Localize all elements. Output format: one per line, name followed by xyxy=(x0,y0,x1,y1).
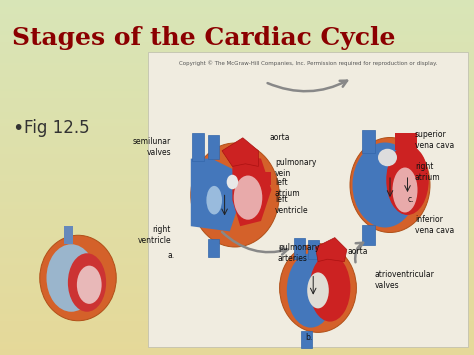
Text: pulmonary
vein: pulmonary vein xyxy=(275,158,316,178)
Ellipse shape xyxy=(280,244,356,332)
Text: a.: a. xyxy=(168,251,175,260)
Polygon shape xyxy=(222,138,258,166)
Text: aorta: aorta xyxy=(348,247,368,257)
Ellipse shape xyxy=(386,145,429,215)
Bar xyxy=(64,226,73,244)
Ellipse shape xyxy=(350,137,430,233)
Ellipse shape xyxy=(287,253,335,328)
Ellipse shape xyxy=(206,186,222,214)
Bar xyxy=(309,240,319,259)
Text: b.: b. xyxy=(305,333,312,343)
Text: aorta: aorta xyxy=(270,133,291,142)
Bar xyxy=(301,331,312,348)
Polygon shape xyxy=(316,237,347,262)
Bar xyxy=(192,133,204,161)
Ellipse shape xyxy=(234,175,262,220)
Ellipse shape xyxy=(392,168,418,213)
Bar xyxy=(294,237,305,259)
Ellipse shape xyxy=(46,244,96,312)
Ellipse shape xyxy=(77,266,101,304)
Text: pulmonary
arteries: pulmonary arteries xyxy=(278,243,319,263)
Text: Stages of the Cardiac Cycle: Stages of the Cardiac Cycle xyxy=(12,26,395,50)
Text: superior
vena cava: superior vena cava xyxy=(415,130,454,150)
Bar xyxy=(363,225,375,245)
Polygon shape xyxy=(191,159,240,231)
Ellipse shape xyxy=(68,253,106,312)
Text: left
ventricle: left ventricle xyxy=(275,195,309,215)
Text: c.: c. xyxy=(408,196,414,204)
Bar xyxy=(208,239,219,257)
Bar xyxy=(246,171,272,185)
Ellipse shape xyxy=(191,143,279,247)
Ellipse shape xyxy=(227,175,238,189)
Text: Copyright © The McGraw-Hill Companies, Inc. Permission required for reproduction: Copyright © The McGraw-Hill Companies, I… xyxy=(179,60,437,66)
Text: inferior
vena cava: inferior vena cava xyxy=(415,215,454,235)
Text: left
atrium: left atrium xyxy=(275,178,301,198)
Text: right
ventricle: right ventricle xyxy=(137,225,171,245)
Text: right
atrium: right atrium xyxy=(415,162,441,182)
Ellipse shape xyxy=(378,149,397,166)
Text: •: • xyxy=(12,119,23,137)
Ellipse shape xyxy=(310,255,350,322)
Ellipse shape xyxy=(40,235,116,321)
Bar xyxy=(395,132,418,150)
Bar xyxy=(208,135,219,159)
Bar xyxy=(363,130,375,153)
Ellipse shape xyxy=(307,272,329,308)
Polygon shape xyxy=(232,153,272,226)
Text: Fig 12.5: Fig 12.5 xyxy=(24,119,90,137)
FancyBboxPatch shape xyxy=(148,52,468,347)
Ellipse shape xyxy=(353,142,418,228)
Text: atrioventricular
valves: atrioventricular valves xyxy=(375,270,435,290)
Text: semilunar
valves: semilunar valves xyxy=(133,137,171,157)
